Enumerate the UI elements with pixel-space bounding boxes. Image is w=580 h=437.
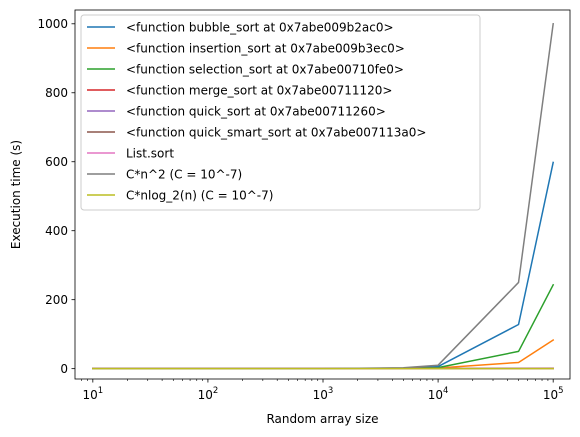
y-axis-label: Execution time (s)	[9, 140, 23, 249]
legend-label-5: <function quick_smart_sort at 0x7abe0071…	[126, 125, 426, 139]
x-axis-ticks: 101 102 103 104 105	[81, 379, 564, 402]
legend-label-7: C*n^2 (C = 10^-7)	[126, 167, 242, 181]
legend-label-4: <function quick_sort at 0x7abe00711260>	[126, 104, 386, 118]
legend-label-6: List.sort	[126, 146, 174, 160]
legend-box	[80, 14, 481, 211]
plot-frame	[74, 9, 571, 380]
y-tick-label: 0	[60, 362, 68, 376]
y-tick-label: 1000	[37, 17, 68, 31]
plot-area	[74, 9, 571, 380]
y-axis-ticks: 0 200 400 600 800 1000	[37, 17, 75, 376]
legend: <function bubble_sort at 0x7abe009b2ac0>…	[80, 14, 481, 211]
legend-label-0: <function bubble_sort at 0x7abe009b2ac0>	[126, 20, 394, 34]
x-tick-label: 101	[82, 386, 103, 402]
y-tick-label: 200	[45, 293, 68, 307]
legend-label-2: <function selection_sort at 0x7abe00710f…	[126, 62, 404, 76]
legend-label-8: C*nlog_2(n) (C = 10^-7)	[126, 188, 273, 202]
x-tick-label: 102	[198, 386, 219, 402]
y-tick-label: 400	[45, 224, 68, 238]
legend-label-1: <function insertion_sort at 0x7abe009b3e…	[126, 41, 405, 55]
x-axis-label: Random array size	[266, 412, 378, 426]
x-tick-label: 103	[313, 386, 334, 402]
x-tick-label: 105	[543, 386, 564, 402]
legend-label-3: <function merge_sort at 0x7abe00711120>	[126, 83, 392, 97]
y-tick-label: 600	[45, 155, 68, 169]
x-tick-label: 104	[428, 386, 449, 402]
y-tick-label: 800	[45, 86, 68, 100]
